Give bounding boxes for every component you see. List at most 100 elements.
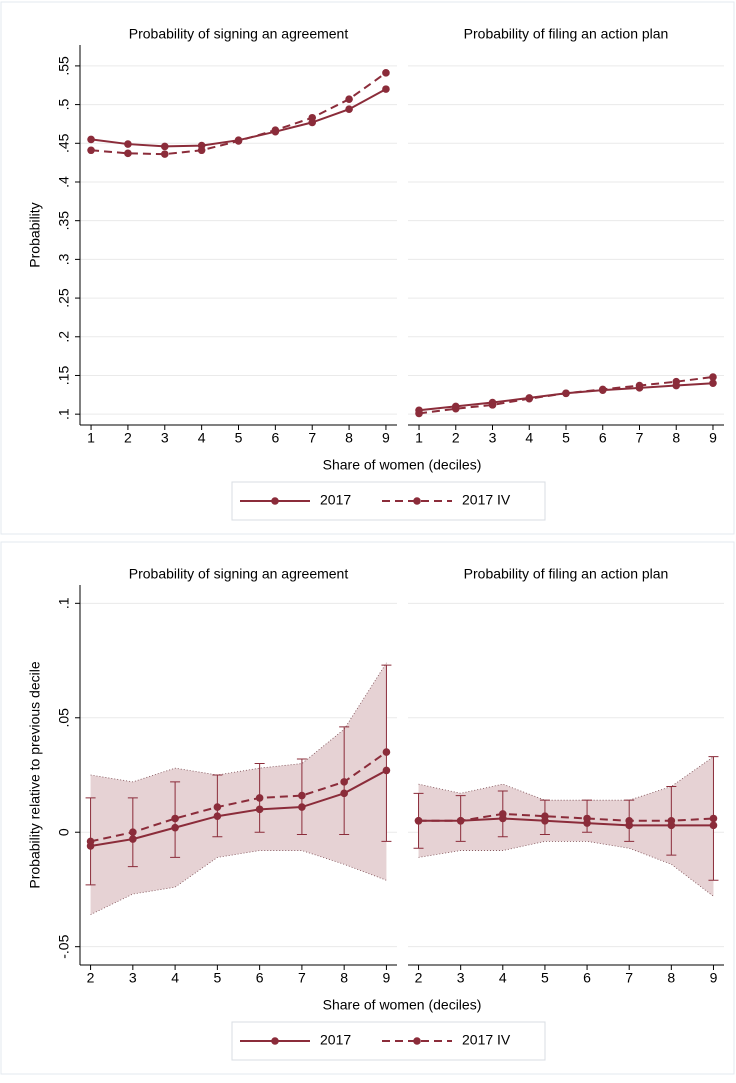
x-tick-label: 3 [489,430,497,446]
legend-marker [271,1037,279,1045]
point [635,381,644,390]
point [488,401,497,409]
point [598,385,607,394]
x-tick-label: 4 [499,970,507,986]
point [456,816,465,825]
y-tick-label: 0 [56,828,72,836]
point [415,409,423,418]
y-tick-label: .1 [56,408,72,420]
x-tick-label: 5 [541,970,549,986]
legend-marker [413,1037,421,1045]
band-upper-edge [418,756,714,801]
x-tick-label: 3 [457,970,465,986]
x-tick-label: 9 [383,970,391,986]
legend-marker [413,497,421,505]
point [160,142,169,151]
panel-title: Probability of filing an action plan [464,566,669,582]
legend-marker [271,497,279,505]
point [298,791,306,800]
x-tick-label: 7 [308,430,316,446]
band-lower-edge [90,850,387,915]
point [499,810,507,818]
series-line [418,817,714,827]
y-tick-label: .25 [56,288,72,308]
x-tick-label: 6 [271,430,279,446]
y-tick-label: .1 [56,597,72,609]
y-tick-label: -.05 [56,934,72,958]
y-tick-label: .4 [56,176,72,188]
point [197,146,206,155]
legend-label: 2017 [320,1032,351,1048]
point [541,812,549,821]
x-tick-label: 8 [667,970,675,986]
point [171,814,179,823]
x-tick-label: 2 [415,970,423,986]
x-tick-label: 8 [340,970,348,986]
x-tick-label: 5 [562,430,570,446]
panel-title: Probability of signing an agreement [129,26,349,42]
x-tick-label: 9 [710,970,718,986]
point [451,404,460,413]
x-tick-label: 4 [198,430,206,446]
x-tick-label: 9 [382,430,390,446]
x-tick-label: 6 [599,430,607,446]
x-tick-label: 2 [124,430,132,446]
x-axis-title: Share of women (deciles) [323,457,482,473]
y-tick-label: .2 [56,331,72,343]
point [667,816,676,825]
point [625,816,633,825]
point [87,135,95,144]
point [382,748,391,756]
point [124,149,132,158]
x-tick-label: 8 [345,430,353,446]
point [709,814,718,823]
point [213,803,222,811]
point [308,113,317,122]
x-tick-label: 8 [672,430,680,446]
point [709,379,717,388]
x-tick-label: 5 [235,430,243,446]
point [382,85,390,93]
y-axis-title: Probability [27,202,43,267]
x-tick-label: 4 [171,970,179,986]
x-tick-label: 3 [161,430,169,446]
y-axis-title: Probability relative to previous decile [27,661,43,888]
y-tick-label: .35 [56,211,72,231]
x-tick-label: 4 [525,430,533,446]
figure-frame [0,1,735,535]
panel-title: Probability of signing an agreement [129,566,349,582]
x-tick-label: 6 [256,970,264,986]
x-tick-label: 5 [213,970,221,986]
confidence-band [90,662,387,915]
y-tick-label: .05 [56,708,72,728]
series-line [90,769,387,847]
y-tick-label: .55 [56,56,72,76]
point [86,837,95,846]
point [124,140,132,148]
x-tick-label: 3 [129,970,137,986]
legend-label: 2017 IV [462,492,511,508]
x-tick-label: 7 [298,970,306,986]
point [129,828,137,837]
y-tick-label: .5 [56,99,72,111]
point [345,105,353,114]
x-tick-label: 1 [87,430,95,446]
series-line [90,751,388,843]
point [562,389,570,398]
point [709,373,717,381]
legend-label: 2017 IV [462,1032,511,1048]
point [87,146,95,155]
point [340,778,348,786]
y-tick-label: .15 [56,366,72,386]
point [234,137,243,145]
x-tick-label: 6 [583,970,591,986]
point [525,394,534,403]
legend-label: 2017 [320,492,351,508]
point [382,69,390,77]
point [271,126,280,134]
point [414,816,423,825]
point [583,814,591,823]
series-line [418,812,714,822]
y-tick-label: .45 [56,133,72,153]
